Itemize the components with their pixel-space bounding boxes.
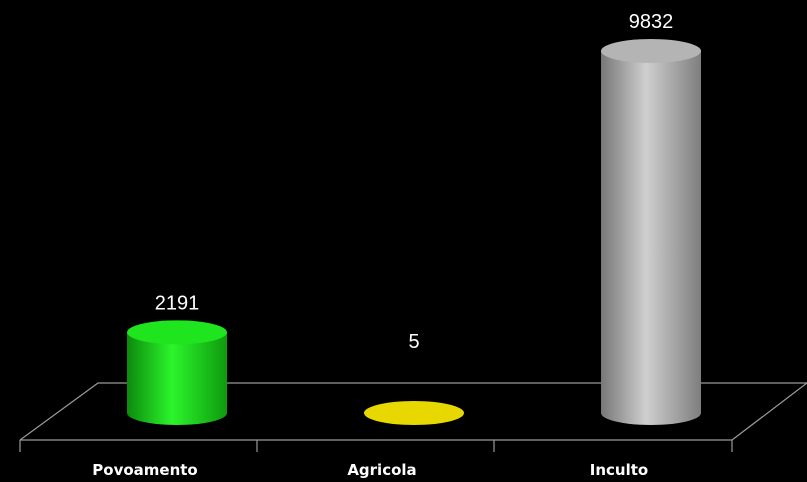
bar-agricola-disk [364,401,464,425]
bar-inculto-body [601,51,701,425]
category-label-agricola: Agricola [347,461,416,479]
category-label-povoamento: Povoamento [92,461,197,479]
value-label-povoamento: 2191 [155,292,200,314]
category-labels-group: Povoamento Agricola Inculto [92,461,648,479]
bar-inculto [601,39,701,425]
value-label-inculto: 9832 [629,11,674,33]
category-label-inculto: Inculto [590,461,648,479]
bar-povoamento-body [127,332,227,425]
floor-back-edge [19,382,807,441]
bar-povoamento [127,320,227,425]
bar-inculto-top [601,39,701,63]
bar-povoamento-top [127,320,227,345]
value-labels-group: 2191 5 9832 [155,11,674,353]
value-label-agricola: 5 [408,331,419,353]
bar-agricola [364,401,464,425]
bars-group [127,39,701,425]
chart-floor [19,382,807,452]
